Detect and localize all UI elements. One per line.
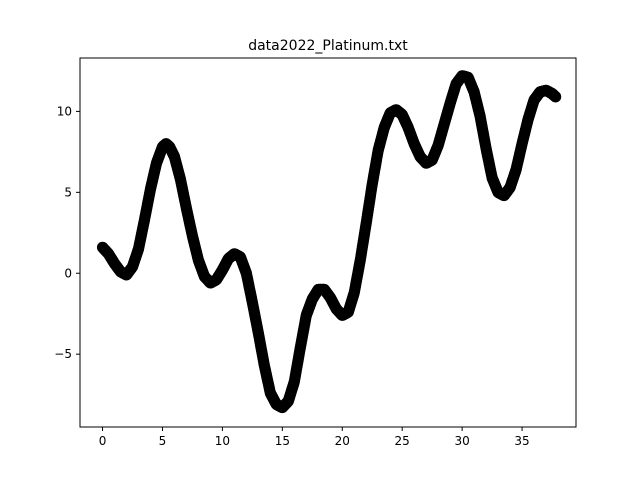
x-tick-label: 0 [99,434,107,448]
data-point [550,91,562,103]
x-tick-label: 25 [395,434,410,448]
x-tick-label: 20 [335,434,350,448]
x-tick-label: 35 [514,434,529,448]
y-tick-label: 0 [64,266,72,280]
x-tick-label: 5 [159,434,167,448]
y-tick-label: 10 [57,104,72,118]
axis-ticks: 0 5 10 15 20 25 30 35 −5 0 5 10 [54,104,529,448]
x-tick-label: 30 [454,434,469,448]
y-tick-label: −5 [54,347,72,361]
x-tick-label: 15 [275,434,290,448]
x-tick-label: 10 [215,434,230,448]
y-tick-label: 5 [64,185,72,199]
data-points [96,70,562,414]
plot-frame [79,57,577,428]
chart-title: data2022_Platinum.txt [248,38,408,54]
